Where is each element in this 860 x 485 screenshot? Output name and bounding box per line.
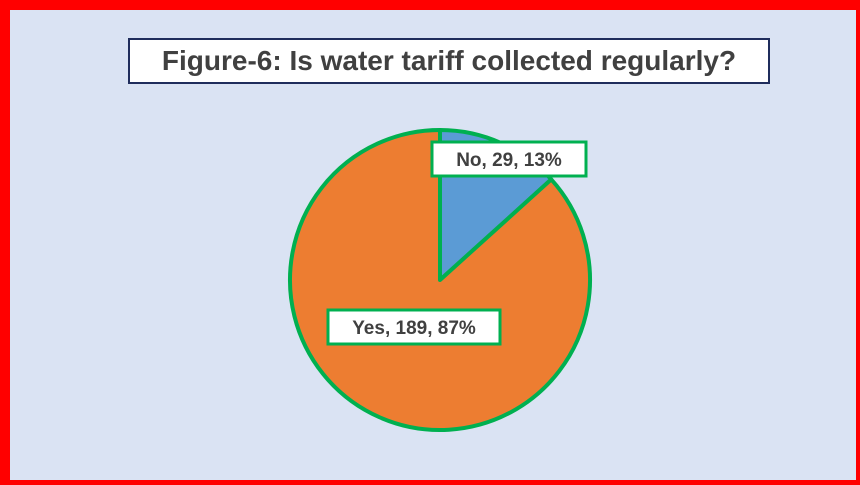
data-label-box [326, 308, 502, 346]
data-label-yes: Yes, 189, 87% [326, 308, 502, 346]
data-label-text: Yes, 189, 87% [352, 318, 476, 339]
pie-slice-yes [288, 128, 592, 432]
data-label-box [430, 140, 588, 178]
chart-title: Figure-6: Is water tariff collected regu… [128, 38, 770, 84]
data-label-no: No, 29, 13% [430, 140, 588, 178]
data-label-text: No, 29, 13% [456, 150, 562, 171]
